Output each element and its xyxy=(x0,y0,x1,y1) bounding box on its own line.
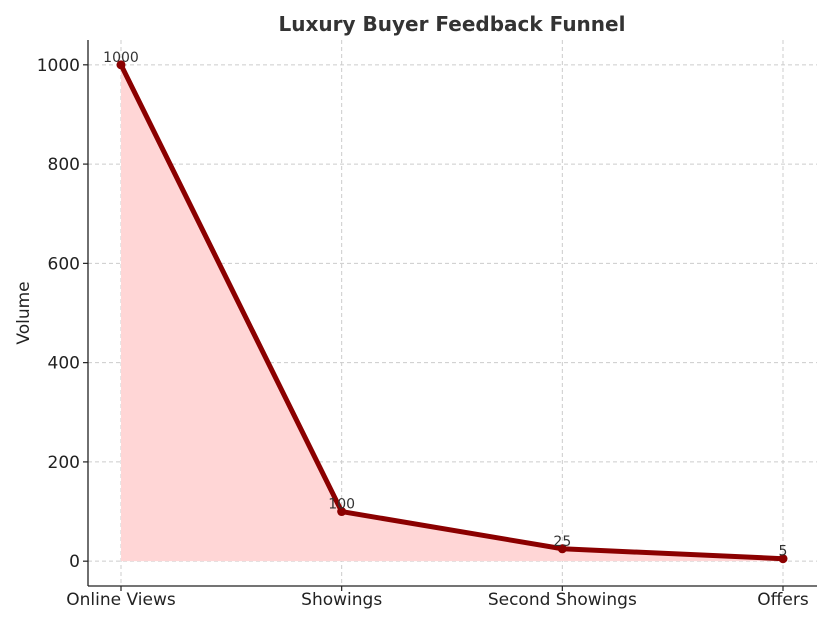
x-tick-label-0: Online Views xyxy=(66,590,176,610)
y-tick-label-4: 800 xyxy=(48,155,80,175)
data-label-3: 5 xyxy=(779,544,788,560)
series-line-layer xyxy=(118,62,786,562)
y-tick-label-3: 600 xyxy=(48,254,80,274)
y-tick-labels: 0 200 400 600 800 1000 xyxy=(37,56,80,572)
data-point-2 xyxy=(557,544,567,554)
data-points-layer xyxy=(116,60,788,564)
series-area-fill xyxy=(121,64,783,562)
data-point-1 xyxy=(337,507,347,517)
data-point-3 xyxy=(778,554,788,564)
x-tick-label-3: Offers xyxy=(757,590,809,610)
data-label-0: 1000 xyxy=(103,50,139,66)
chart-title: Luxury Buyer Feedback Funnel xyxy=(279,12,626,36)
y-axis-label: Volume xyxy=(14,281,34,344)
data-label-2: 25 xyxy=(553,534,571,550)
data-labels-layer: 1000 100 25 5 xyxy=(103,50,787,560)
data-label-1: 100 xyxy=(328,497,355,513)
x-tick-label-2: Second Showings xyxy=(488,590,637,610)
y-tick-label-5: 1000 xyxy=(37,56,80,76)
x-tick-labels: Online Views Showings Second Showings Offer… xyxy=(66,590,809,610)
axes xyxy=(83,40,817,591)
y-tick-label-2: 400 xyxy=(48,354,80,374)
y-tick-label-1: 200 xyxy=(48,453,80,473)
data-point-0 xyxy=(116,60,126,70)
series-line xyxy=(118,62,786,562)
area-fill-layer xyxy=(121,64,783,562)
x-tick-label-1: Showings xyxy=(301,590,382,610)
y-tick-label-0: 0 xyxy=(69,552,80,572)
